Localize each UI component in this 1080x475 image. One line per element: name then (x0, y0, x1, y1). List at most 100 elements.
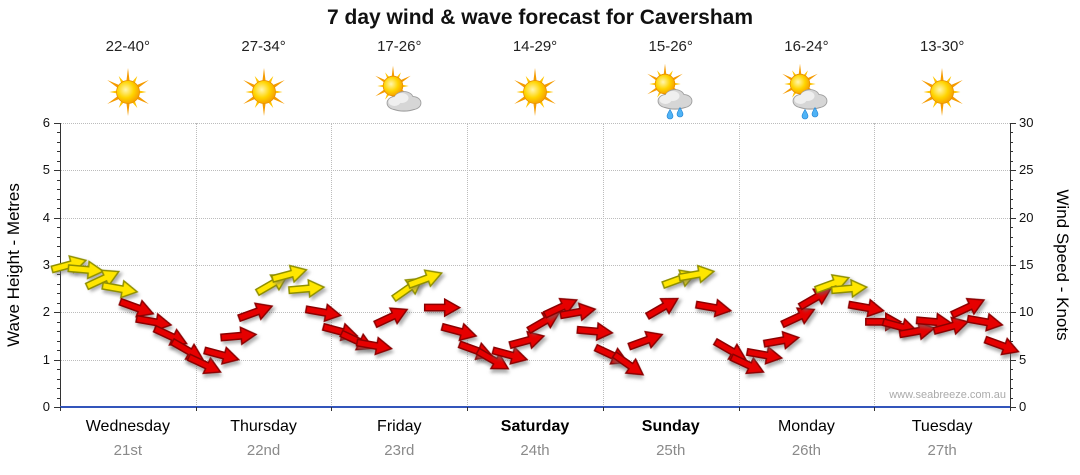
wind-axis-tick (1010, 274, 1013, 276)
wind-arrow (559, 302, 597, 322)
wave-axis-tick (57, 160, 60, 162)
wind-axis-tick (1010, 170, 1016, 172)
horizontal-gridline (60, 359, 1010, 361)
wave-axis-tick (57, 179, 60, 181)
wind-arrow (355, 336, 394, 356)
day-boundary-tick (331, 407, 333, 411)
wind-arrow (627, 330, 664, 351)
wave-axis-tick (57, 397, 60, 399)
wind-arrow (67, 260, 105, 280)
wind-axis-tick (1010, 388, 1013, 390)
day-boundary-tick (874, 407, 876, 411)
wind-arrow (898, 321, 936, 341)
wind-axis-tick (1010, 217, 1016, 219)
day-boundary-tick (467, 407, 469, 411)
wind-arrow (542, 297, 579, 319)
wind-arrows-plot (50, 254, 1020, 376)
wave-axis-tick (57, 227, 60, 229)
wind-arrow (186, 353, 222, 375)
wind-axis-tick (1010, 397, 1013, 399)
wave-axis-tick (54, 359, 60, 361)
wave-axis-tick (57, 198, 60, 200)
wind-axis-tick (1010, 208, 1013, 210)
wind-axis-tick (1010, 246, 1013, 248)
wind-axis-tick-label: 10 (1019, 304, 1034, 320)
wave-axis-tick (57, 331, 60, 333)
wind-arrow (423, 297, 462, 318)
date-label: 27th (927, 442, 957, 459)
wind-arrow (797, 288, 832, 311)
wind-arrow (983, 335, 1020, 356)
sun-icon (514, 68, 556, 116)
temperature-range: 17-26° (377, 38, 422, 55)
wave-axis-tick (57, 350, 60, 352)
date-label: 21st (113, 442, 143, 459)
wind-axis-tick-label: 5 (1019, 351, 1027, 367)
day-separator-gridline (195, 123, 197, 407)
wind-arrow (966, 312, 1004, 332)
day-boundary-tick (1010, 407, 1011, 411)
wind-arrow (406, 269, 444, 289)
wind-arrow (949, 297, 986, 319)
wind-axis-tick-label: 30 (1019, 115, 1034, 130)
raindrop-icon (666, 108, 674, 120)
wind-arrow (237, 302, 274, 323)
wind-arrow (203, 346, 241, 365)
wind-speed-axis-label: Wind Speed - Knots (1053, 189, 1072, 341)
wind-axis-tick (1010, 132, 1013, 134)
wind-axis-tick-label: 15 (1019, 257, 1034, 272)
wind-axis-tick (1010, 179, 1013, 181)
wind-arrow (475, 347, 510, 370)
day-separator-gridline (331, 123, 333, 407)
date-label: 23rd (384, 442, 415, 459)
raindrop-icon (812, 106, 819, 118)
horizontal-gridline (60, 170, 1010, 172)
day-separator-gridline (874, 123, 876, 407)
raindrop-icon (802, 108, 809, 120)
cloud-icon (657, 89, 693, 110)
chart-title: 7 day wind & wave forecast for Caversham (327, 6, 753, 29)
wind-axis-tick (1010, 407, 1016, 408)
wave-axis-tick-label: 5 (42, 162, 50, 178)
wind-arrow (304, 303, 343, 323)
day-label: Tuesday (911, 418, 973, 435)
wind-axis-tick (1010, 198, 1013, 200)
wave-axis-tick (57, 274, 60, 276)
horizontal-gridline (60, 265, 1010, 266)
horizontal-gridline (60, 123, 1010, 124)
wind-arrow (745, 345, 784, 365)
wave-axis-tick (57, 236, 60, 238)
sun-icon (242, 68, 285, 116)
wind-axis-tick (1010, 283, 1013, 285)
wind-arrow (813, 273, 851, 294)
wind-arrow (644, 297, 680, 320)
wave-axis-tick (57, 388, 60, 390)
wave-axis-tick (57, 283, 60, 285)
wave-axis-tick (57, 151, 60, 153)
wave-axis-tick (57, 293, 60, 295)
wind-axis-tick (1010, 189, 1013, 191)
wave-axis-tick (54, 312, 60, 314)
wind-arrow (729, 353, 765, 375)
day-label: Thursday (230, 418, 297, 435)
watermark: www.seabreeze.com.au (889, 389, 1006, 401)
weather-icon-sun (914, 64, 970, 120)
cloud-icon (793, 89, 828, 110)
cloud-icon (386, 91, 422, 112)
day-boundary-tick (602, 407, 604, 411)
wave-axis-tick (57, 208, 60, 210)
wave-axis-tick (57, 369, 60, 371)
wind-arrow (440, 322, 478, 342)
wind-axis-tick (1010, 123, 1016, 124)
wind-axis-tick (1010, 378, 1013, 380)
wave-axis-tick (54, 123, 60, 124)
wind-axis-tick (1010, 160, 1013, 162)
wave-axis-tick-label: 4 (42, 209, 50, 225)
wind-arrow (611, 350, 645, 376)
wind-arrow (678, 264, 716, 284)
wind-axis-tick (1010, 340, 1013, 342)
wave-axis-tick-label: 6 (42, 115, 50, 130)
wave-axis-tick (54, 170, 60, 172)
wind-arrow (694, 298, 733, 318)
